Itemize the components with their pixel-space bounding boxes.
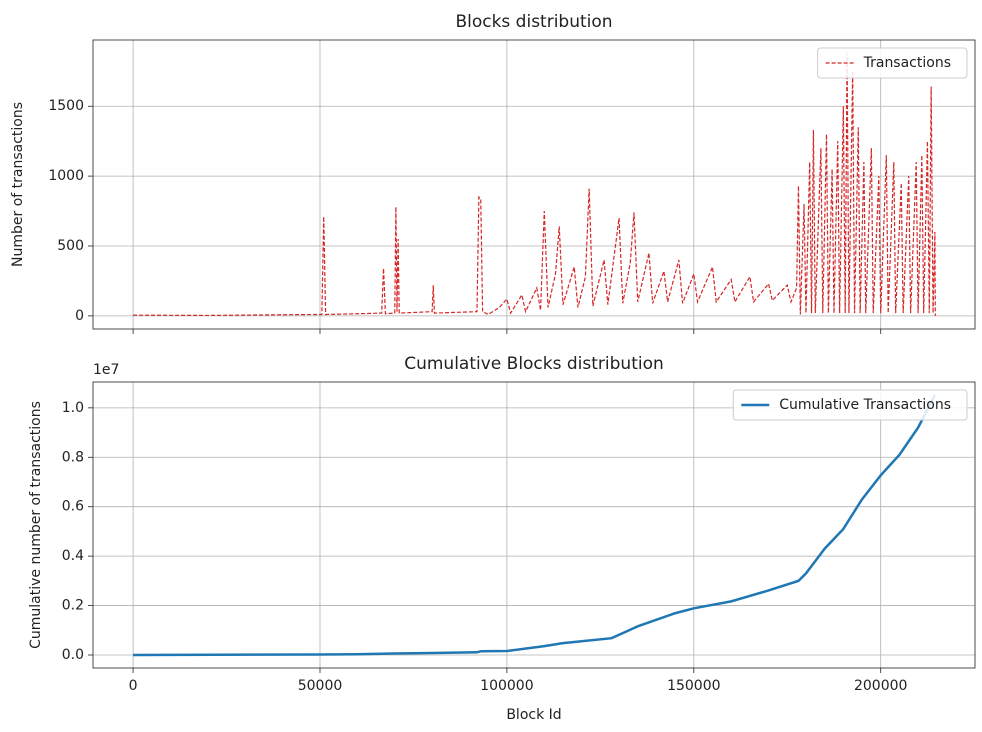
legend: Cumulative Transactions: [732, 389, 968, 421]
y-tick-label: 0.0: [62, 647, 84, 663]
x-tick-label: 50000: [298, 678, 343, 694]
axes-frame: [92, 381, 976, 669]
x-tick-label: 200000: [854, 678, 907, 694]
x-axis-label: Block Id: [506, 707, 561, 723]
y-axis-label: Cumulative number of transactions: [28, 401, 44, 649]
x-tick-label: 100000: [480, 678, 533, 694]
data-line: [133, 394, 937, 657]
y-tick-label: 0.4: [62, 548, 84, 564]
data-line: [133, 53, 936, 317]
legend-box: [817, 47, 968, 79]
chart-title: Cumulative Blocks distribution: [404, 354, 664, 374]
y-tick-label: 0.2: [62, 598, 84, 614]
legend: Transactions: [817, 47, 968, 79]
axes-frame: [92, 39, 976, 330]
y-axis-label: Number of transactions: [10, 102, 26, 267]
chart-title: Blocks distribution: [455, 12, 612, 32]
y-tick-label: 0.8: [62, 449, 84, 465]
y-tick-label: 0: [75, 308, 84, 324]
legend-label: Cumulative Transactions: [779, 397, 951, 413]
y-tick-label: 1500: [48, 98, 84, 114]
y-tick-label: 0.6: [62, 499, 84, 515]
legend-label: Transactions: [863, 55, 951, 71]
y-tick-label: 1000: [48, 168, 84, 184]
legend-box: [732, 389, 968, 421]
y-tick-label: 500: [57, 238, 84, 254]
y-offset-label: 1e7: [93, 362, 119, 378]
y-tick-label: 1.0: [62, 400, 84, 416]
x-tick-label: 0: [129, 678, 138, 694]
x-tick-label: 150000: [667, 678, 720, 694]
